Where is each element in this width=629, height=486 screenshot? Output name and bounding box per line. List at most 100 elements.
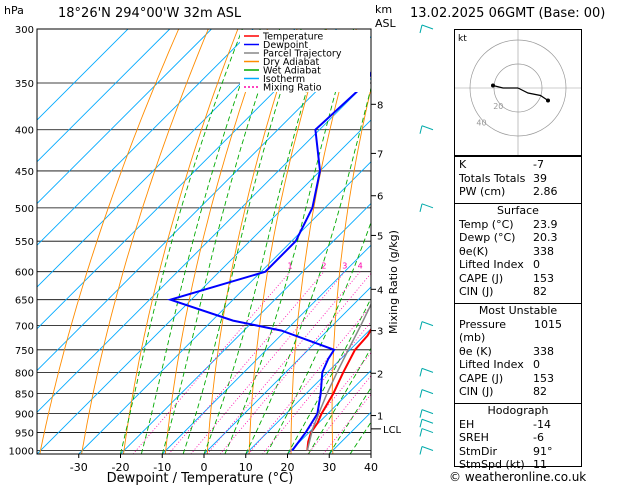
index-value: 82 bbox=[533, 385, 547, 398]
hodo-ring-label: 40 bbox=[476, 119, 486, 128]
wind-barb bbox=[419, 367, 434, 377]
index-value: -7 bbox=[533, 158, 544, 171]
legend-item: Wet Adiabat bbox=[263, 66, 321, 77]
x-tick-label: 20 bbox=[281, 461, 295, 474]
index-value: -6 bbox=[533, 431, 544, 444]
barb-shaft bbox=[421, 409, 434, 415]
index-row: CIN (J) 82 bbox=[455, 285, 581, 299]
dry-adiabat-line bbox=[331, 86, 371, 454]
isotherm-line bbox=[120, 202, 371, 454]
wet-adiabat-line bbox=[224, 29, 355, 454]
hodo-ring-label: 20 bbox=[493, 102, 503, 111]
barb-shaft bbox=[421, 321, 434, 327]
dry-adiabat-line bbox=[587, 29, 626, 454]
x-tick-label: 0 bbox=[201, 461, 208, 474]
isotherm-line bbox=[37, 29, 254, 246]
indices-panel: K -7 Totals Totals 39 PW (cm) 2.86 Surface Te… bbox=[454, 156, 582, 471]
index-label: θe(K) bbox=[459, 244, 489, 258]
index-row: θe (K) 338 bbox=[455, 345, 581, 359]
mixing-ratio-line bbox=[219, 272, 371, 454]
hodograph-indices: EH -14 SREH -6 StmDir 91° StmSpd (kt) 11 bbox=[455, 418, 581, 472]
mixing-ratio-tick-label: 4 bbox=[358, 262, 363, 271]
pressure-tick-label: 400 bbox=[15, 126, 34, 137]
isotherm-line bbox=[37, 119, 371, 454]
hodograph-title: Hodograph bbox=[455, 402, 581, 418]
legend-item: Dewpoint bbox=[263, 40, 308, 51]
index-value: 338 bbox=[533, 244, 554, 258]
hodo-start-point bbox=[491, 83, 495, 88]
mixing-ratio-axis-label: Mixing Ratio (g/kg) bbox=[387, 230, 400, 334]
index-value: 153 bbox=[533, 371, 554, 385]
index-row: PW (cm) 2.86 bbox=[455, 185, 581, 199]
hodo-trace bbox=[517, 87, 549, 101]
mixing-ratio-line bbox=[168, 271, 325, 454]
index-label: CAPE (J) bbox=[459, 271, 504, 285]
barb-shaft bbox=[421, 203, 434, 209]
dry-adiabat-line bbox=[39, 29, 180, 454]
index-label: PW (cm) bbox=[459, 185, 506, 198]
surface-indices: Temp (°C) 23.9 Dewp (°C) 20.3 θe(K) 338 Lifted… bbox=[455, 218, 581, 299]
wind-barb bbox=[419, 409, 434, 418]
index-label: SREH bbox=[459, 431, 489, 444]
pressure-tick-label: 700 bbox=[15, 322, 34, 333]
mixing-ratio-tick-label: 1 bbox=[288, 262, 293, 271]
mixing-ratio-line bbox=[262, 321, 371, 454]
isotherm-line bbox=[37, 29, 171, 163]
barb-flag bbox=[419, 409, 423, 418]
index-row: SREH -6 bbox=[455, 431, 581, 445]
wet-adiabat-line bbox=[245, 86, 371, 454]
isotherm-line bbox=[37, 29, 129, 121]
index-label: StmSpd (kt) bbox=[459, 458, 525, 471]
barb-flag bbox=[419, 125, 423, 134]
mixing-ratio-line bbox=[288, 352, 371, 454]
hodograph: kt 20 40 bbox=[455, 30, 581, 155]
index-value: 23.9 bbox=[533, 217, 558, 231]
pressure-tick-label: 750 bbox=[15, 346, 34, 357]
wet-adiabat-line bbox=[266, 221, 371, 454]
isotherm-line bbox=[287, 369, 371, 454]
index-value: 20.3 bbox=[533, 231, 558, 244]
surface-title: Surface bbox=[455, 202, 581, 218]
barb-flag bbox=[419, 428, 423, 437]
index-row: Dewp (°C) 20.3 bbox=[455, 231, 581, 245]
mixing-ratio-tick-label: 15 bbox=[432, 262, 442, 271]
mixing-ratio-line bbox=[307, 375, 371, 454]
wind-barb bbox=[419, 418, 434, 428]
index-value: 1015 bbox=[534, 317, 562, 331]
barb-shaft bbox=[421, 446, 434, 451]
index-label: CAPE (J) bbox=[459, 371, 504, 385]
isotherm-line bbox=[161, 244, 371, 454]
barb-shaft bbox=[421, 367, 434, 373]
dewpoint-curve bbox=[167, 70, 371, 452]
top-indices: K -7 Totals Totals 39 PW (cm) 2.86 bbox=[455, 157, 581, 199]
index-label: Lifted Index bbox=[459, 358, 524, 371]
pressure-tick-label: 1000 bbox=[9, 447, 34, 458]
index-value: 2.86 bbox=[533, 185, 558, 198]
x-tick-label: 10 bbox=[239, 461, 253, 474]
barb-shaft bbox=[421, 389, 434, 395]
most-unstable-title: Most Unstable bbox=[455, 302, 581, 318]
km-tick-label: 7 bbox=[377, 149, 383, 160]
pressure-tick-label: 600 bbox=[15, 268, 34, 279]
index-label: Dewp (°C) bbox=[459, 231, 516, 244]
parcel-curve bbox=[306, 302, 371, 451]
index-label: Temp (°C) bbox=[459, 217, 514, 231]
pressure-tick-label: 500 bbox=[15, 204, 34, 215]
wind-barb bbox=[419, 389, 434, 398]
wet-adiabat-line bbox=[203, 29, 326, 454]
legend-bg bbox=[240, 30, 370, 92]
mixing-ratio-line bbox=[190, 271, 346, 454]
mixing-ratio-tick-label: 3 bbox=[342, 262, 347, 271]
isotherm-line bbox=[245, 328, 371, 454]
x-tick-label: -30 bbox=[70, 461, 88, 474]
km-tick-label: 3 bbox=[377, 327, 383, 338]
index-label: CIN (J) bbox=[459, 385, 494, 398]
index-label: θe (K) bbox=[459, 344, 492, 358]
wet-adiabat-line bbox=[161, 29, 281, 454]
index-label: Pressure (mb) bbox=[459, 317, 506, 345]
barb-shaft bbox=[421, 428, 434, 434]
copyright: © weatheronline.co.uk bbox=[449, 470, 587, 484]
wind-barb bbox=[419, 428, 434, 437]
